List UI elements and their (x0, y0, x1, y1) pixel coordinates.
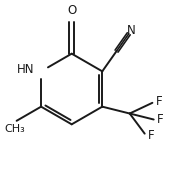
Text: F: F (156, 95, 162, 108)
Text: N: N (127, 24, 135, 37)
Text: F: F (157, 113, 164, 126)
Text: O: O (67, 4, 76, 17)
Text: F: F (148, 129, 155, 142)
Text: HN: HN (17, 63, 34, 76)
Text: CH₃: CH₃ (4, 124, 25, 134)
